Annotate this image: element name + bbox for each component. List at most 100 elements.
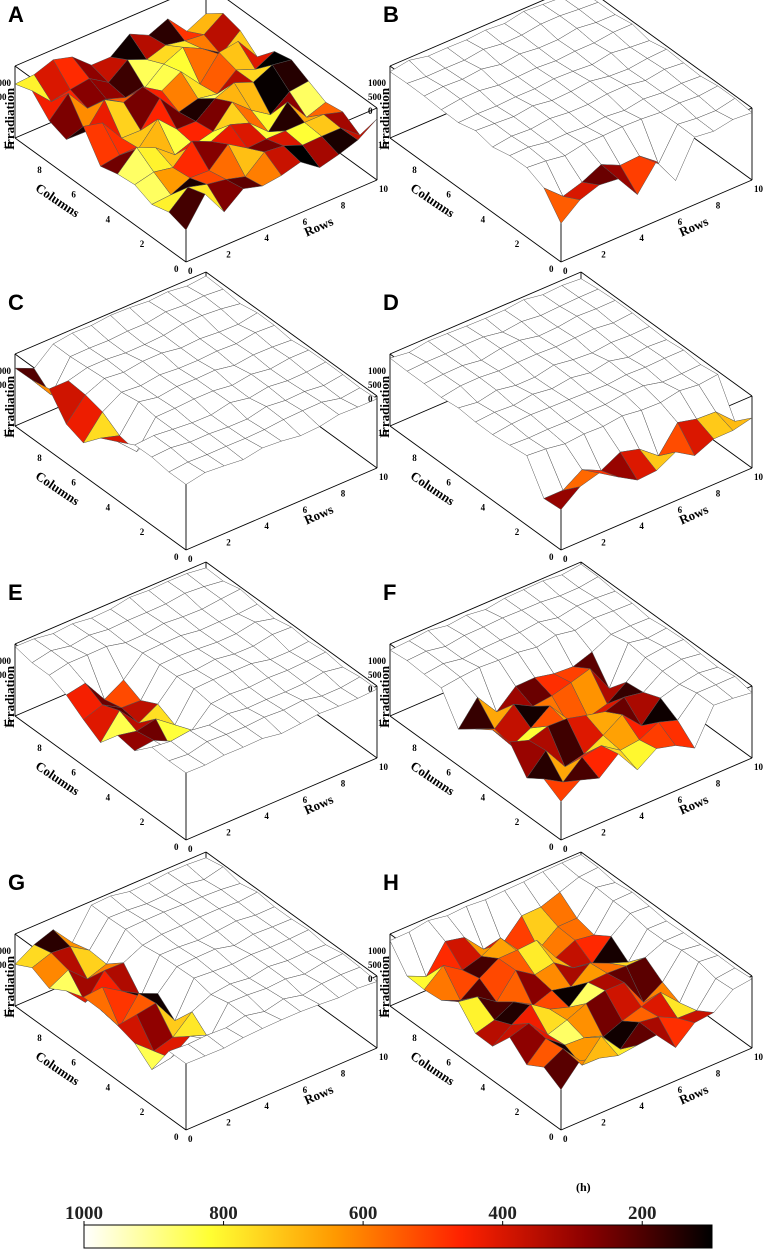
- x-tick-label: 0: [188, 844, 193, 854]
- z-tick-label: 0: [368, 974, 373, 984]
- z-tick-label: 0: [368, 394, 373, 404]
- box-edge: [14, 715, 187, 841]
- z-tick-label: 500: [368, 380, 382, 390]
- colorbar-tick-label: 200: [628, 1203, 657, 1224]
- z-tick-label: 1000: [368, 78, 387, 88]
- y-tick-label: 8: [37, 743, 42, 753]
- panel-label: A: [8, 2, 24, 27]
- y-tick-label: 2: [515, 527, 520, 537]
- z-axis-title: Irradiation: [2, 955, 17, 1018]
- box-edge: [185, 179, 378, 263]
- x-tick-label: 10: [379, 1052, 389, 1062]
- y-tick-label: 10: [3, 428, 13, 438]
- x-tick-label: 8: [716, 778, 721, 788]
- x-tick-label: 2: [601, 828, 606, 838]
- surface-cell: [340, 387, 378, 408]
- box-edge: [389, 0, 545, 67]
- z-axis-title: Irradiation: [2, 87, 17, 150]
- y-tick-label: 6: [71, 768, 76, 778]
- x-tick-label: 4: [264, 521, 269, 531]
- x-tick-label: 0: [188, 266, 193, 276]
- y-tick-label: 0: [174, 264, 179, 274]
- z-tick-label: 1000: [368, 946, 387, 956]
- box-edge: [389, 271, 582, 355]
- x-tick-label: 10: [754, 184, 764, 194]
- surface-cell: [340, 966, 378, 989]
- y-tick-label: 2: [140, 527, 145, 537]
- x-tick-label: 2: [226, 828, 231, 838]
- surface-cell: [715, 97, 753, 120]
- y-tick-label: 2: [515, 817, 520, 827]
- y-tick-label: 2: [140, 817, 145, 827]
- panel-a: 0246810024681010005000RowsColumnsIrradia…: [0, 0, 389, 276]
- y-tick-label: 10: [3, 718, 13, 728]
- z-axis-title: Irradiation: [2, 375, 17, 438]
- surface-cell-shaded: [340, 118, 378, 141]
- box-edge: [560, 179, 753, 263]
- x-tick-label: 4: [264, 233, 269, 243]
- x-tick-label: 4: [639, 233, 644, 243]
- x-tick-label: 2: [601, 1118, 606, 1128]
- y-tick-label: 6: [71, 478, 76, 488]
- panel-d: 0246810024681010005000RowsColumnsIrradia…: [368, 271, 764, 564]
- surface: [14, 567, 378, 774]
- y-tick-label: 6: [446, 190, 451, 200]
- x-tick-label: 4: [639, 521, 644, 531]
- panel-f: 0246810024681010005000RowsColumnsIrradia…: [368, 561, 764, 854]
- x-tick-label: 6: [678, 217, 683, 227]
- z-axis-title: Irradiation: [377, 87, 392, 150]
- ticks: 0 2 4 6 8 10 0 2 4 6 8 10 1000 500 0: [368, 78, 764, 276]
- x-tick-label: 4: [264, 1101, 269, 1111]
- x-tick-label: 8: [716, 200, 721, 210]
- surface: [14, 12, 378, 231]
- y-tick-label: 4: [481, 1082, 486, 1092]
- y-tick-label: 8: [412, 1033, 417, 1043]
- panel-e: 0246810024681010005000RowsColumnsIrradia…: [0, 561, 389, 854]
- x-tick-label: 0: [563, 266, 568, 276]
- ticks: 0 2 4 6 8 10 0 2 4 6 8 10 1000 500 0: [0, 78, 389, 276]
- panel-b: 0246810024681010005000RowsColumnsIrradia…: [368, 0, 764, 276]
- x-tick-label: 6: [678, 795, 683, 805]
- z-axis-title: Irradiation: [377, 955, 392, 1018]
- y-tick-label: 4: [106, 1082, 111, 1092]
- box-edge: [389, 137, 562, 263]
- x-tick-label: 8: [341, 488, 346, 498]
- x-tick-label: 2: [226, 250, 231, 260]
- box-edge: [580, 851, 753, 977]
- x-tick-label: 10: [754, 762, 764, 772]
- surface-cell-shaded: [715, 411, 753, 431]
- y-tick-label: 0: [549, 842, 554, 852]
- ticks: 0 2 4 6 8 10 0 2 4 6 8 10 1000 500 0: [368, 946, 764, 1144]
- y-tick-label: 4: [106, 214, 111, 224]
- x-tick-label: 4: [639, 811, 644, 821]
- box-edge: [205, 271, 378, 397]
- x-tick-label: 0: [188, 554, 193, 564]
- panel-label: B: [383, 2, 399, 27]
- panel-h: 0246810024681010005000RowsColumnsIrradia…: [368, 851, 764, 1144]
- z-tick-label: 500: [0, 960, 7, 970]
- ticks: 0 2 4 6 8 10 0 2 4 6 8 10 1000 500 0: [0, 656, 389, 854]
- x-tick-label: 0: [563, 844, 568, 854]
- y-tick-label: 2: [515, 1107, 520, 1117]
- box-edge: [14, 561, 207, 645]
- surface: [389, 563, 753, 802]
- z-tick-label: 500: [0, 92, 7, 102]
- y-tick-label: 4: [106, 792, 111, 802]
- box-edge: [560, 1047, 753, 1131]
- panel-label: F: [383, 580, 396, 605]
- y-tick-label: 10: [378, 718, 388, 728]
- box-edge: [185, 757, 378, 841]
- z-tick-label: 1000: [0, 78, 12, 88]
- surface-cell: [715, 967, 753, 990]
- surface: [389, 278, 753, 510]
- x-tick-label: 6: [678, 1085, 683, 1095]
- y-tick-label: 2: [515, 239, 520, 249]
- panel-label: E: [8, 580, 23, 605]
- y-tick-label: 0: [174, 1132, 179, 1142]
- box-edge: [185, 467, 378, 551]
- ticks: 0 2 4 6 8 10 0 2 4 6 8 10 1000 500 0: [0, 946, 389, 1144]
- y-tick-label: 10: [378, 1008, 388, 1018]
- z-axis-title: Irradiation: [2, 665, 17, 728]
- panel-label: D: [383, 290, 399, 315]
- colorbar: 1000 800 600 400 200: [65, 1203, 713, 1249]
